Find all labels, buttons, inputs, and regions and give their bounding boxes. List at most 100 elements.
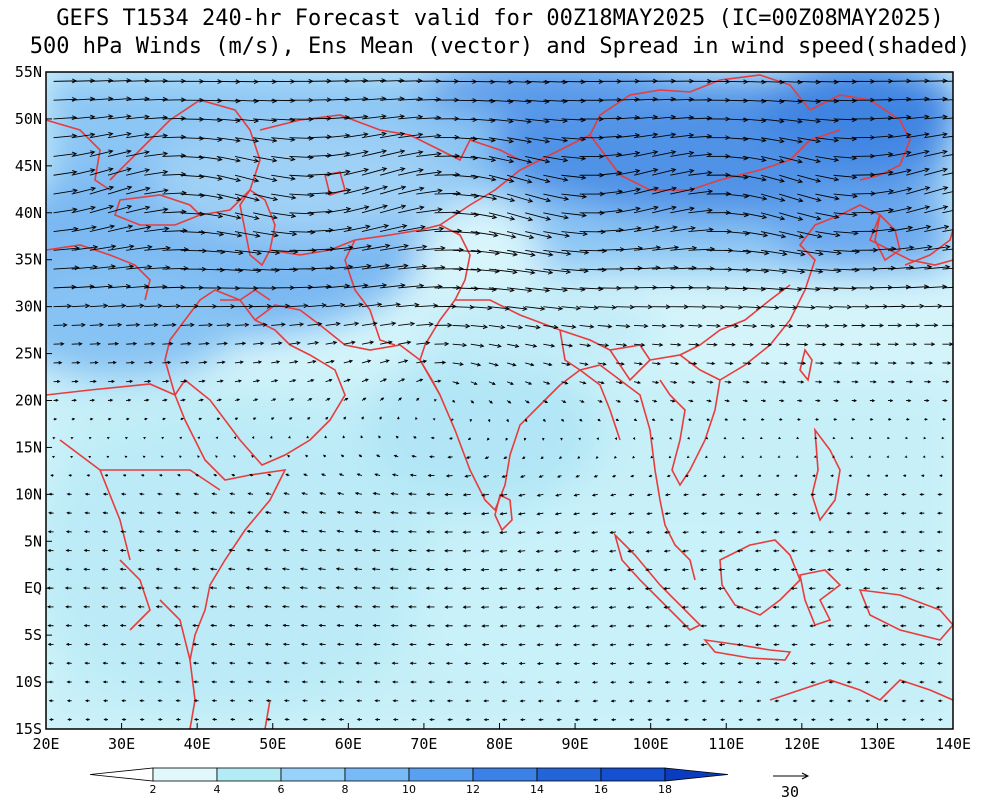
wind-vector-head — [553, 605, 558, 609]
wind-vector-head — [156, 642, 160, 646]
wind-vector-head — [271, 417, 275, 420]
wind-vector-head — [577, 456, 581, 459]
wind-vector — [228, 587, 235, 589]
wind-vector-head — [365, 224, 371, 230]
wind-vector — [543, 306, 563, 310]
wind-vector-head — [700, 643, 705, 647]
colorbar-label: 12 — [466, 783, 480, 796]
wind-vector — [815, 137, 839, 141]
wind-vector — [543, 362, 552, 366]
wind-vector-head — [328, 378, 333, 382]
wind-vector — [615, 152, 640, 157]
wind-vector — [507, 118, 532, 123]
wind-vector-head — [84, 492, 89, 496]
wind-vector-head — [845, 643, 850, 647]
wind-vector-head — [451, 418, 454, 422]
wind-vector — [271, 156, 295, 160]
wind-vector — [481, 531, 489, 534]
wind-vector — [434, 361, 446, 364]
wind-vector-head — [426, 605, 430, 609]
wind-vector-head — [721, 474, 725, 478]
wind-vector-head — [906, 187, 913, 192]
wind-vector — [343, 98, 368, 101]
wind-vector — [126, 133, 150, 139]
wind-vector — [488, 99, 513, 103]
wind-vector-head — [317, 567, 322, 571]
wind-vector-head — [864, 643, 868, 647]
wind-vector-head — [65, 642, 70, 646]
wind-vector-head — [327, 209, 333, 214]
wind-vector-head — [909, 245, 915, 251]
wind-vector-head — [47, 567, 51, 571]
wind-vector — [797, 99, 821, 103]
wind-vector-head — [458, 266, 464, 272]
wind-vector-head — [617, 399, 622, 403]
wind-vector-head — [546, 381, 551, 385]
wind-vector — [343, 379, 350, 383]
wind-vector-head — [671, 168, 677, 173]
wind-vector — [507, 80, 531, 83]
wind-vector-head — [267, 473, 271, 477]
wind-vector — [561, 249, 589, 254]
wind-vector-head — [425, 340, 431, 346]
wind-vector-head — [779, 418, 783, 421]
wind-vector-head — [444, 511, 449, 516]
wind-vector — [488, 156, 514, 163]
wind-vector-head — [490, 157, 497, 163]
wind-vector-head — [779, 118, 785, 124]
wind-vector-head — [199, 155, 205, 160]
wind-vector-head — [71, 97, 78, 102]
wind-vector — [724, 156, 748, 159]
wind-vector-head — [391, 321, 397, 326]
wind-vector-head — [545, 178, 551, 184]
wind-vector-head — [555, 680, 560, 684]
wind-vector — [670, 152, 694, 157]
wind-vector-head — [790, 568, 795, 572]
wind-vector — [627, 606, 635, 608]
wind-vector — [398, 323, 415, 326]
wind-vector — [144, 189, 168, 195]
wind-vector-head — [76, 360, 81, 365]
wind-vector — [470, 362, 481, 366]
wind-vector-head — [737, 680, 741, 684]
wind-vector — [198, 268, 225, 271]
wind-vector-head — [480, 512, 485, 516]
wind-vector-head — [318, 548, 322, 552]
wind-vector-head — [686, 455, 690, 459]
wind-vector — [561, 287, 585, 291]
wind-vector — [833, 212, 857, 216]
wind-vector-head — [210, 529, 215, 534]
wind-vector — [379, 360, 389, 364]
wind-vector — [416, 342, 430, 345]
wind-vector-head — [236, 214, 242, 220]
wind-vector-head — [785, 342, 791, 347]
wind-vector-head — [820, 361, 825, 365]
wind-vector — [343, 225, 370, 232]
wind-vector — [906, 266, 932, 270]
wind-vector — [53, 189, 78, 195]
wind-vector-head — [553, 324, 559, 330]
wind-vector-head — [91, 398, 96, 402]
wind-vector — [815, 306, 833, 308]
wind-vector — [670, 134, 694, 139]
wind-vector-head — [83, 548, 88, 553]
wind-vector-head — [924, 417, 928, 421]
wind-vector — [216, 361, 225, 364]
wind-vector — [373, 492, 381, 495]
wind-vector — [434, 380, 441, 383]
wind-vector-head — [329, 265, 335, 271]
wind-vector-head — [162, 151, 169, 157]
wind-vector-head — [462, 530, 467, 534]
wind-vector-head — [550, 343, 556, 348]
wind-vector-head — [185, 360, 190, 365]
wind-vector-head — [519, 718, 524, 722]
wind-vector — [561, 193, 587, 198]
wind-vector-head — [445, 661, 450, 665]
wind-vector-head — [174, 623, 178, 628]
wind-vector — [488, 287, 514, 291]
wind-vector — [89, 305, 108, 308]
wind-vector-head — [655, 380, 660, 384]
wind-vector-head — [296, 341, 301, 346]
wind-vector — [71, 133, 95, 139]
wind-vector-head — [265, 492, 269, 496]
